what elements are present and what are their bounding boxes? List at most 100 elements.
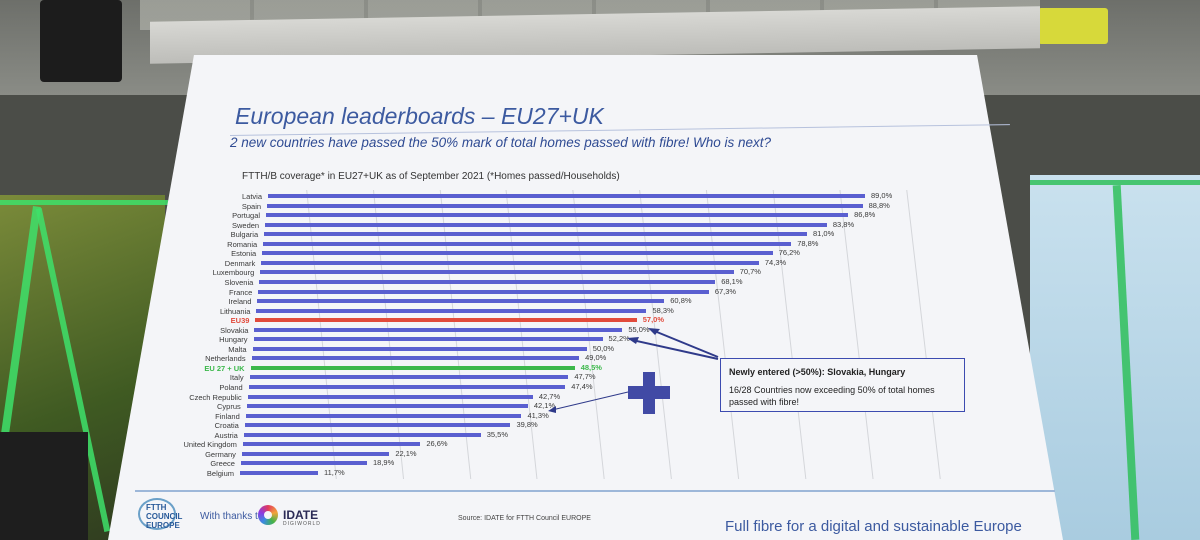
category-label: Slovenia bbox=[224, 277, 254, 287]
bar bbox=[250, 365, 575, 370]
idate-tagline: DIGIWORLD bbox=[283, 521, 321, 527]
data-label: 76,2% bbox=[778, 248, 800, 258]
data-label: 26,6% bbox=[426, 439, 448, 449]
footer-rule bbox=[135, 490, 1055, 492]
category-label: Lithuania bbox=[219, 306, 251, 316]
bar bbox=[260, 270, 734, 275]
category-label: Greece bbox=[210, 459, 235, 469]
arrow-plus bbox=[551, 391, 629, 411]
bar bbox=[243, 432, 481, 437]
data-label: 18,9% bbox=[372, 458, 395, 468]
bar bbox=[262, 251, 773, 256]
data-label: 55,0% bbox=[628, 324, 650, 334]
bar bbox=[266, 213, 849, 218]
data-label: 88,8% bbox=[868, 200, 890, 210]
data-label: 39,8% bbox=[516, 420, 538, 430]
bar bbox=[267, 203, 863, 208]
arrowhead-plus bbox=[548, 406, 556, 413]
category-label: Austria bbox=[214, 430, 238, 440]
data-label: 35,5% bbox=[486, 429, 508, 439]
data-label: 49,0% bbox=[585, 353, 607, 363]
bar bbox=[261, 260, 759, 265]
bar bbox=[264, 232, 807, 237]
data-label: 52,2% bbox=[608, 334, 630, 344]
idate-logo-hole bbox=[264, 511, 272, 519]
slide-tagline: Full fibre for a digital and sustainable… bbox=[725, 518, 1022, 535]
data-label: 58,3% bbox=[652, 305, 674, 315]
category-label: Denmark bbox=[224, 258, 256, 268]
data-label: 57,0% bbox=[642, 315, 665, 325]
category-label: Croatia bbox=[214, 421, 239, 431]
data-label: 89,0% bbox=[871, 191, 893, 200]
category-label: Finland bbox=[215, 411, 240, 421]
data-label: 67,3% bbox=[714, 286, 737, 296]
category-label: Belgium bbox=[206, 469, 234, 478]
speaker-right bbox=[1038, 8, 1108, 44]
source-note: Source: IDATE for FTTH Council EUROPE bbox=[458, 515, 591, 522]
ftth-logo bbox=[138, 498, 176, 530]
bar bbox=[245, 413, 522, 418]
arrowhead-hungary bbox=[627, 337, 639, 344]
category-label: EU 27 + UK bbox=[204, 363, 245, 373]
category-label: France bbox=[229, 287, 253, 297]
bar bbox=[241, 451, 390, 456]
green-beam bbox=[1030, 180, 1200, 185]
category-label: Bulgaria bbox=[230, 230, 259, 240]
bar bbox=[257, 299, 665, 304]
slide-subtitle: 2 new countries have passed the 50% mark… bbox=[230, 135, 772, 150]
category-label: EU39 bbox=[230, 316, 250, 326]
bar bbox=[268, 194, 865, 198]
callout-body: 16/28 Countries now exceeding 50% of tot… bbox=[729, 385, 935, 407]
bar bbox=[256, 308, 647, 313]
callout-box: Newly entered (>50%): Slovakia, Hungary … bbox=[720, 358, 965, 412]
category-label: Netherlands bbox=[205, 354, 246, 364]
category-label: Ireland bbox=[228, 297, 252, 307]
category-label: United Kingdom bbox=[183, 440, 237, 450]
chart-caption: FTTH/B coverage* in EU27+UK as of Septem… bbox=[242, 171, 620, 182]
category-label: Hungary bbox=[219, 335, 248, 345]
category-label: Romania bbox=[227, 239, 258, 249]
data-label: 70,7% bbox=[739, 267, 761, 277]
data-label: 41,3% bbox=[527, 410, 549, 420]
category-label: Spain bbox=[241, 201, 262, 211]
slide-title: European leaderboards – EU27+UK bbox=[235, 103, 604, 129]
callout-heading: Newly entered (>50%): Slovakia, Hungary bbox=[729, 367, 906, 377]
thanks-text: With thanks to bbox=[200, 511, 264, 522]
category-label: Malta bbox=[228, 344, 247, 354]
data-label: 60,8% bbox=[670, 296, 692, 306]
bar bbox=[249, 375, 569, 380]
arrow-hungary bbox=[631, 339, 719, 360]
arrowhead-slovakia bbox=[648, 328, 660, 335]
category-label: Estonia bbox=[231, 249, 257, 259]
category-label: Cyprus bbox=[216, 402, 241, 412]
data-label: 78,8% bbox=[797, 238, 819, 248]
category-label: Czech Republic bbox=[189, 392, 242, 402]
bar bbox=[254, 327, 623, 332]
data-label: 42,7% bbox=[538, 391, 561, 401]
lectern bbox=[0, 432, 88, 540]
data-label: 47,4% bbox=[571, 382, 593, 392]
bar bbox=[252, 346, 587, 351]
idate-name: IDATE bbox=[283, 508, 319, 522]
bar bbox=[242, 442, 421, 447]
data-label: 81,0% bbox=[813, 229, 835, 239]
data-label: 48,5% bbox=[580, 362, 602, 372]
bar bbox=[253, 337, 603, 342]
bar bbox=[251, 356, 580, 361]
bar bbox=[265, 222, 827, 227]
bar bbox=[244, 423, 511, 428]
arrow-slovakia bbox=[651, 329, 719, 358]
category-label: Luxembourg bbox=[212, 268, 255, 278]
category-label: Portugal bbox=[232, 211, 261, 221]
bar bbox=[240, 471, 318, 475]
data-label: 42,1% bbox=[533, 401, 556, 411]
bar bbox=[259, 279, 716, 284]
ftth-logo-text: FTTH COUNCIL EUROPE bbox=[146, 503, 183, 530]
projection-screen bbox=[108, 55, 1063, 540]
bar bbox=[247, 394, 533, 399]
bar bbox=[258, 289, 709, 294]
bar bbox=[255, 318, 637, 323]
data-label: 50,0% bbox=[592, 343, 615, 353]
category-label: Slovakia bbox=[220, 325, 249, 335]
speaker-left bbox=[40, 0, 122, 82]
